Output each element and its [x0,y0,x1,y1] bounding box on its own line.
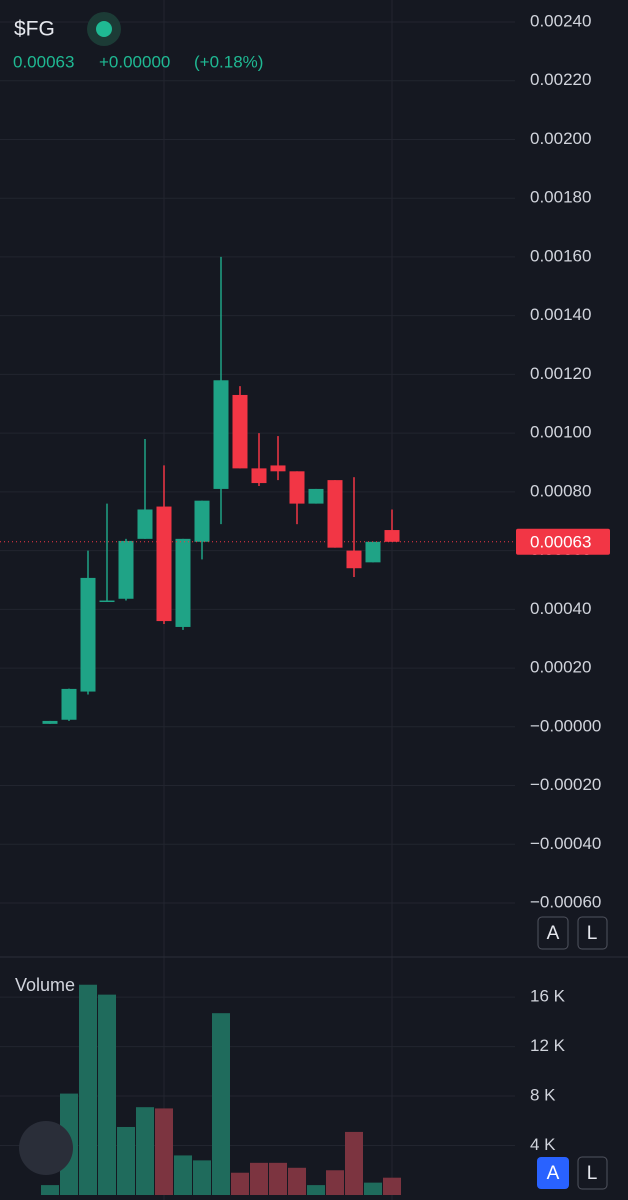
symbol: $FG [14,18,55,41]
auto-label[interactable]: A [547,923,560,944]
candle-body [42,720,58,724]
candle-body [156,506,172,622]
volume-bar [345,1131,363,1195]
candle-body [346,550,362,569]
y-tick-label: 0.00140 [530,305,591,324]
candle-body [251,468,267,484]
y-tick-label: 8 K [530,1086,556,1105]
candle-body [175,538,191,627]
candle-body [194,500,210,542]
volume-bar [41,1185,59,1195]
last-price-label: 0.00063 [530,532,591,551]
candle-body [137,509,153,539]
log-button[interactable] [577,1156,608,1190]
y-tick-label: 0.00160 [530,246,591,265]
y-tick-label: −0.00040 [530,834,601,853]
candle-body [80,577,96,692]
change-percent: (+0.18%) [194,52,263,71]
volume-bar [250,1162,268,1195]
y-tick-label: 0.00100 [530,423,591,442]
candle-body [270,465,286,472]
candle-body [384,530,400,542]
last-price-box [516,528,610,555]
auto-button[interactable] [537,916,569,950]
volume-bar [174,1155,192,1195]
candle-body [99,600,115,603]
auto-label[interactable]: A [547,1163,560,1184]
y-tick-label: −0.00000 [530,716,601,735]
volume-bar [364,1182,382,1195]
y-tick-label: 0.00180 [530,188,591,207]
y-tick-label: 0.00220 [530,70,591,89]
y-tick-label: 12 K [530,1036,566,1055]
volume-bar [98,994,116,1195]
change: +0.00000 [99,52,170,71]
candle-body [213,380,229,489]
log-label[interactable]: L [587,1163,598,1184]
candle-body [118,540,134,599]
candle-body [61,688,77,720]
y-tick-label: 4 K [530,1135,556,1154]
y-tick-label: 16 K [530,987,566,1006]
candle-body [365,541,381,563]
y-tick-label: 0.00020 [530,658,591,677]
volume-bar [383,1177,401,1195]
y-tick-label: −0.00060 [530,892,601,911]
volume-bar [326,1170,344,1195]
log-button[interactable] [577,916,608,950]
volume-bar [79,984,97,1195]
volume-bar [136,1107,154,1195]
y-tick-label: 0.00200 [530,129,591,148]
y-tick-label: 0.00120 [530,364,591,383]
y-tick-label: 0.00240 [530,11,591,30]
volume-bar [288,1167,306,1195]
volume-bar [212,1013,230,1195]
volume-title: Volume [15,975,75,995]
y-tick-label: −0.00020 [530,775,601,794]
status-dot [96,21,112,37]
volume-bar [307,1185,325,1195]
log-label[interactable]: L [587,923,598,944]
y-tick-label: 0.00080 [530,481,591,500]
logo[interactable] [19,1121,73,1175]
last-price: 0.00063 [13,52,74,71]
candle-body [232,394,248,469]
volume-bar [117,1126,135,1195]
volume-bar [269,1162,287,1195]
volume-bar [155,1108,173,1195]
candle-body [327,480,343,548]
volume-bar [231,1172,249,1195]
volume-bar [193,1160,211,1195]
auto-button[interactable] [537,1157,569,1189]
y-tick-label: 0.00040 [530,599,591,618]
candle-body [308,488,324,504]
candle-body [289,471,305,504]
